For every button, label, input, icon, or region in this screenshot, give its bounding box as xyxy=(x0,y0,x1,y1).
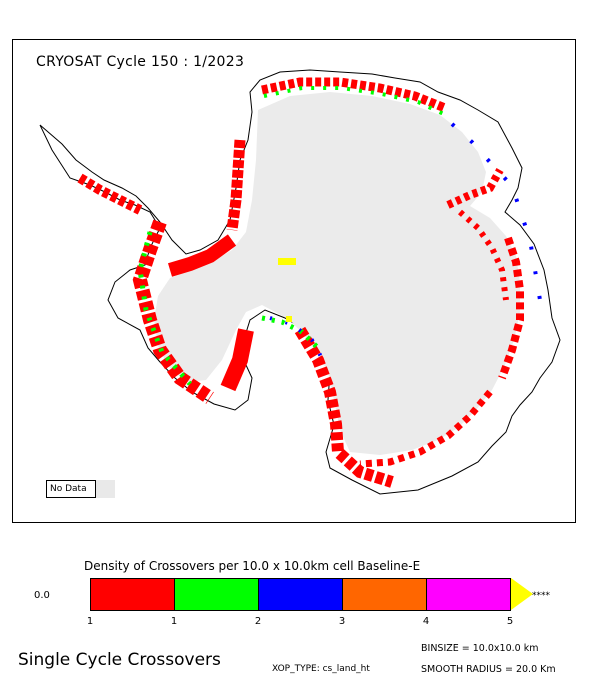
no-data-label: No Data xyxy=(50,484,87,494)
legend-title: Density of Crossovers per 10.0 x 10.0km … xyxy=(84,559,421,573)
smooth-radius-label: SMOOTH RADIUS = 20.0 Km xyxy=(421,664,556,675)
legend-tick: 2 xyxy=(254,616,262,627)
interior-no-data xyxy=(154,92,520,455)
binsize-label: BINSIZE = 10.0x10.0 km xyxy=(421,643,539,654)
xop-type-label: XOP_TYPE: cs_land_ht xyxy=(272,664,370,674)
legend-cell-2 xyxy=(175,579,259,610)
legend-tick: 1 xyxy=(86,616,94,627)
legend-tick: 5 xyxy=(506,616,514,627)
data-blob xyxy=(286,316,292,322)
footer-title: Single Cycle Crossovers xyxy=(18,650,221,670)
legend-color-bar xyxy=(90,578,511,611)
legend-tick: 3 xyxy=(338,616,346,627)
legend-cell-5 xyxy=(427,579,510,610)
legend-cell-4 xyxy=(343,579,427,610)
legend-cell-1 xyxy=(91,579,175,610)
legend-tick: 1 xyxy=(170,616,178,627)
data-blob xyxy=(278,258,296,265)
legend-cell-3 xyxy=(259,579,343,610)
legend-overflow-arrow xyxy=(511,578,533,610)
no-data-swatch xyxy=(95,480,115,498)
legend-overflow-label: **** xyxy=(532,591,550,601)
legend-zero-label: 0.0 xyxy=(34,590,50,601)
map-title: CRYOSAT Cycle 150 : 1/2023 xyxy=(36,54,245,70)
no-data-key: No Data xyxy=(46,480,115,498)
legend-tick: 4 xyxy=(422,616,430,627)
crossover-density-bands xyxy=(77,77,542,488)
